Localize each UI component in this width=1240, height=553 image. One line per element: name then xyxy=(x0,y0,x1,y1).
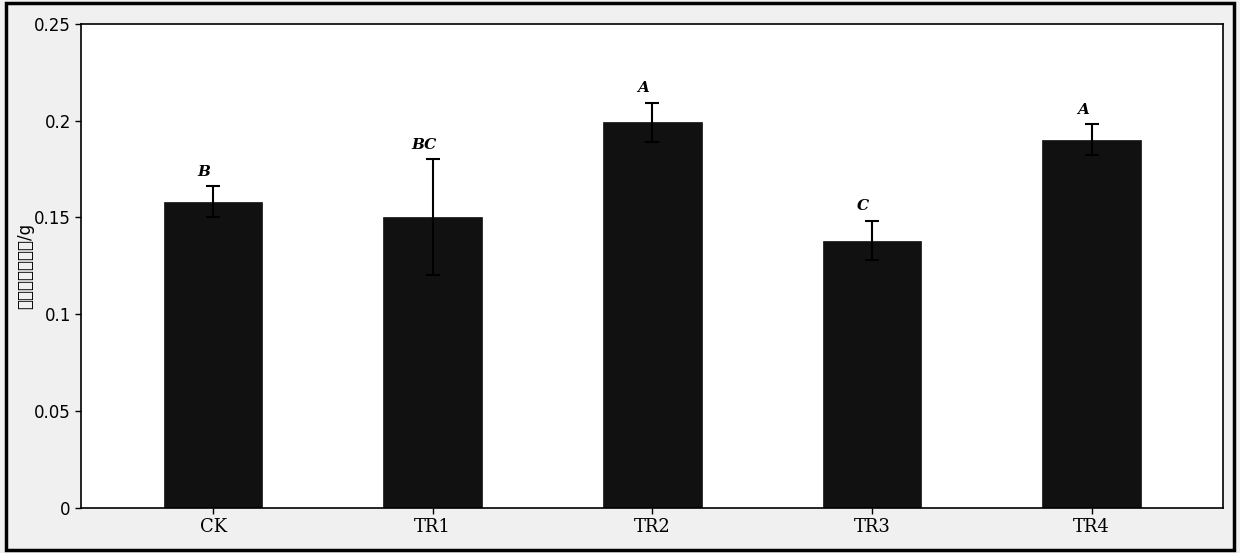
Bar xyxy=(164,202,263,508)
Text: A: A xyxy=(1076,103,1089,117)
Y-axis label: 单叶鲜重净增量/g: 单叶鲜重净增量/g xyxy=(16,223,35,309)
Text: B: B xyxy=(198,165,211,179)
Text: BC: BC xyxy=(412,138,436,152)
Text: C: C xyxy=(857,200,869,213)
Bar xyxy=(1042,140,1141,508)
Text: A: A xyxy=(637,81,650,95)
Bar xyxy=(603,122,702,508)
Bar xyxy=(383,217,482,508)
Bar xyxy=(822,241,921,508)
